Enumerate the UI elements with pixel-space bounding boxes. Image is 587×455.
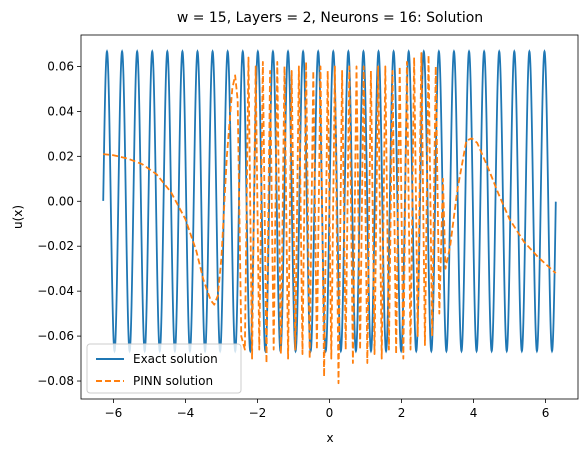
legend-label-exact: Exact solution (133, 352, 218, 366)
y-tick-label: 0.02 (47, 149, 74, 163)
y-tick-label: 0.06 (47, 59, 74, 73)
x-tick-label: −4 (177, 406, 195, 420)
y-axis-label: u(x) (11, 205, 25, 229)
y-tick-label: 0.04 (47, 104, 74, 118)
legend: Exact solution PINN solution (86, 343, 242, 394)
legend-box (86, 343, 242, 394)
series-line-pinn-solution (103, 52, 557, 385)
y-tick-label: −0.06 (37, 329, 74, 343)
x-tick-label: −6 (105, 406, 123, 420)
y-axis: −0.08 −0.06 −0.04 −0.02 0.00 0.02 0.04 0.06 (37, 59, 81, 388)
x-tick-label: 6 (542, 406, 550, 420)
x-tick-label: 0 (326, 406, 334, 420)
legend-label-pinn: PINN solution (133, 374, 213, 388)
y-tick-label: −0.08 (37, 374, 74, 388)
x-tick-label: 2 (398, 406, 406, 420)
y-tick-label: 0.00 (47, 194, 74, 208)
x-axis-label: x (326, 431, 333, 445)
x-tick-label: 4 (470, 406, 478, 420)
y-tick-label: −0.02 (37, 239, 74, 253)
chart-title: w = 15, Layers = 2, Neurons = 16: Soluti… (177, 10, 483, 26)
y-tick-label: −0.04 (37, 284, 74, 298)
x-tick-label: −2 (249, 406, 267, 420)
x-axis: −6 −4 −2 0 2 4 6 (105, 399, 550, 420)
